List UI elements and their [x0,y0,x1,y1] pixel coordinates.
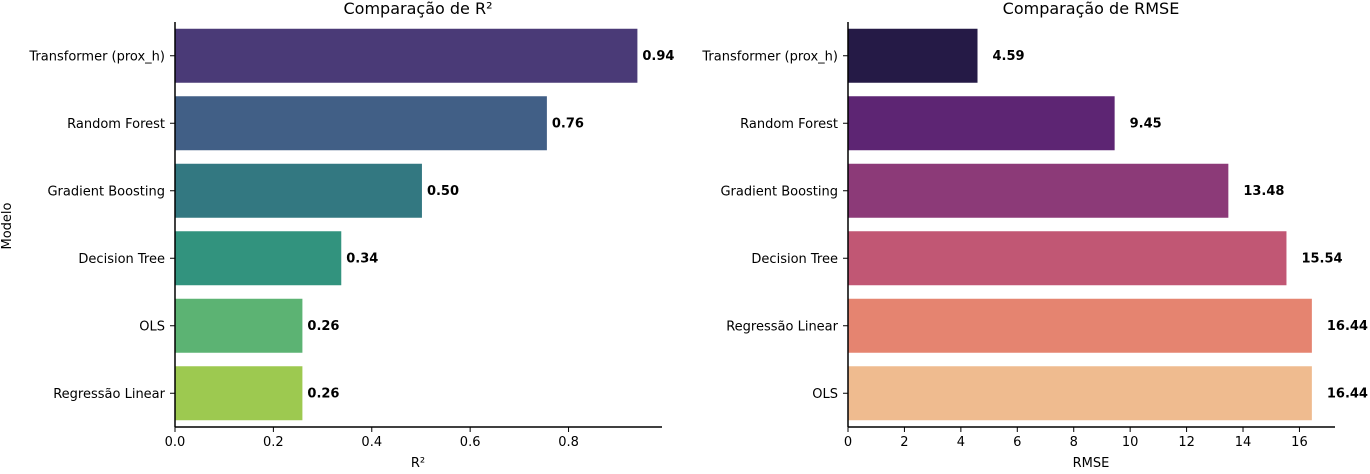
r2-value-label: 0.34 [346,251,378,266]
r2-chart-title: Comparação de R² [344,0,493,18]
rmse-category-label: Gradient Boosting [720,184,838,199]
r2-bar [175,28,638,83]
rmse-category-label: Regressão Linear [726,319,838,334]
r2-bar [175,163,422,218]
rmse-bar [848,366,1312,421]
r2-value-label: 0.50 [427,184,459,199]
r2-category-label: Regressão Linear [53,387,165,402]
rmse-x-tick-label: 4 [957,435,965,450]
rmse-x-tick-label: 14 [1235,435,1252,450]
r2-x-tick-label: 0.2 [263,435,284,450]
r2-bar [175,298,303,353]
rmse-bar [848,96,1115,151]
rmse-value-label: 16.44 [1327,319,1368,334]
rmse-value-label: 16.44 [1327,386,1368,401]
rmse-bar [848,163,1229,218]
rmse-x-axis-label: RMSE [1073,456,1110,470]
rmse-bar [848,231,1287,286]
rmse-x-tick-label: 6 [1013,435,1021,450]
r2-y-axis-label: Modelo [0,202,15,249]
r2-bar [175,96,547,151]
rmse-chart-title: Comparação de RMSE [1003,0,1180,18]
rmse-chart: Comparação de RMSE RMSE Transformer (pro… [701,0,1368,471]
rmse-value-label: 9.45 [1130,116,1162,131]
rmse-category-label: Decision Tree [751,252,838,267]
rmse-bar [848,298,1312,353]
rmse-x-tick-label: 8 [1070,435,1078,450]
r2-value-label: 0.26 [307,319,339,334]
r2-x-tick-label: 0.4 [361,435,382,450]
rmse-x-tick-label: 10 [1122,435,1139,450]
r2-x-axis-label: R² [411,456,425,470]
r2-category-label: Random Forest [67,117,165,132]
rmse-value-label: 15.54 [1301,251,1342,266]
rmse-x-tick-label: 0 [844,435,852,450]
r2-category-label: Decision Tree [78,252,165,267]
rmse-x-tick-label: 2 [900,435,908,450]
r2-category-label: Gradient Boosting [47,184,165,199]
r2-category-label: Transformer (prox_h) [28,49,165,64]
r2-chart: Comparação de R² R² Modelo Transformer (… [0,0,674,471]
r2-bar [175,366,303,421]
r2-bar [175,231,342,286]
r2-category-label: OLS [139,319,165,334]
rmse-x-tick-label: 12 [1178,435,1195,450]
rmse-category-label: Transformer (prox_h) [701,49,838,64]
r2-value-label: 0.94 [642,49,674,64]
r2-x-tick-label: 0.8 [558,435,579,450]
rmse-bar [848,28,978,83]
rmse-value-label: 13.48 [1243,184,1284,199]
rmse-value-label: 4.59 [993,49,1025,64]
r2-value-label: 0.76 [552,116,584,131]
rmse-category-label: Random Forest [740,117,838,132]
r2-value-label: 0.26 [307,386,339,401]
rmse-category-label: OLS [812,387,838,402]
r2-x-tick-label: 0.0 [165,435,186,450]
rmse-x-tick-label: 16 [1291,435,1308,450]
r2-x-tick-label: 0.6 [460,435,481,450]
